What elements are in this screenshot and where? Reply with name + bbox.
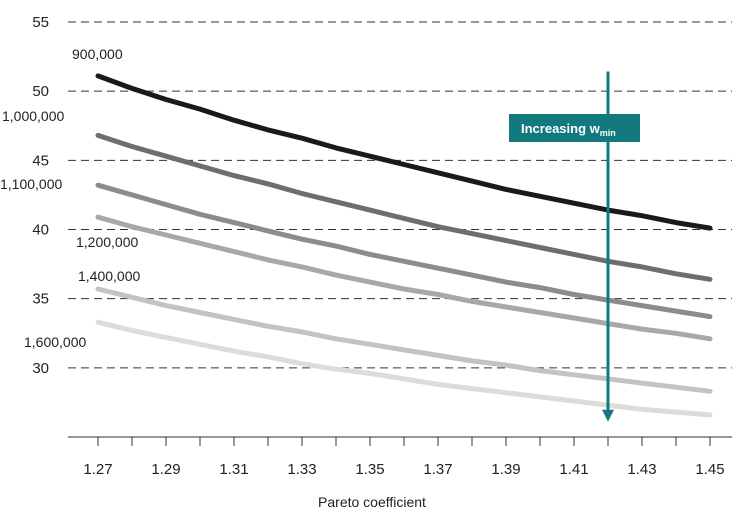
x-tick-label-1.39: 1.39 [491,461,520,478]
y-tick-label-30: 30 [32,360,49,377]
y-axis-ticks: 30 35 40 45 50 55 [32,14,49,377]
x-tick-label-1.41: 1.41 [559,461,588,478]
series-line-1,200,000 [95,214,713,342]
series-label-1,600,000: 1,600,000 [24,334,86,350]
x-tick-label-1.45: 1.45 [695,461,724,478]
series-line-900,000 [95,73,713,231]
y-tick-label-55: 55 [32,14,49,31]
annotation: Increasing wmin [509,71,640,422]
series-label-1,000,000: 1,000,000 [2,108,64,124]
y-tick-label-50: 50 [32,83,49,100]
series-label-1,100,000: 1,100,000 [0,176,62,192]
series-line-1,000,000 [95,132,713,282]
series-line-1,100,000 [95,182,713,320]
x-axis: 1.27 1.29 1.31 1.33 1.35 1.37 1.39 1.41 1.43 1.45 [68,436,732,478]
series-label-1,200,000: 1,200,000 [76,234,138,250]
y-tick-label-35: 35 [32,291,49,308]
series-line-1,600,000 [95,319,713,418]
x-tick-label-1.43: 1.43 [627,461,656,478]
x-axis-title: Pareto coefficient [318,494,426,510]
x-tick-label-1.29: 1.29 [151,461,180,478]
x-tick-label-1.33: 1.33 [287,461,316,478]
x-tick-label-1.37: 1.37 [423,461,452,478]
annotation-arrow-head [602,409,614,422]
series-label-1,400,000: 1,400,000 [78,268,140,284]
series-label-900,000: 900,000 [72,46,123,62]
annotation-box [509,114,640,142]
x-tick-label-1.27: 1.27 [83,461,112,478]
x-tick-label-1.35: 1.35 [355,461,384,478]
x-tick-label-1.31: 1.31 [219,461,248,478]
annotation-text: Increasing wmin [521,121,616,138]
y-tick-label-45: 45 [32,152,49,169]
grid [68,21,732,369]
y-tick-label-40: 40 [32,222,49,239]
series-labels: 900,000 1,000,000 1,100,000 1,200,000 1,400,… [0,46,140,350]
